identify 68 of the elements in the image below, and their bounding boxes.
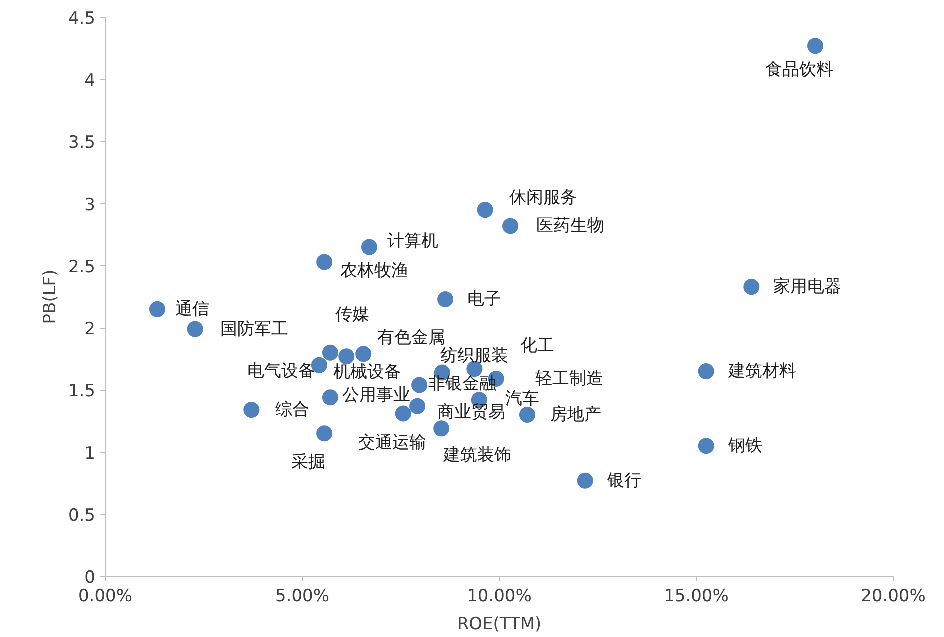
annotation: 机械设备 xyxy=(334,362,402,383)
annotation: 建筑装饰 xyxy=(442,446,512,466)
y-tick-label: 4.5 xyxy=(68,9,96,29)
x-tick-label: 20.00% xyxy=(861,586,926,606)
annotation: 商业贸易 xyxy=(438,402,506,422)
x-axis-title: ROE(TTM) xyxy=(457,614,542,634)
annotation: 休闲服务 xyxy=(509,188,578,208)
annotation: 轻工制造 xyxy=(535,368,604,389)
annotation: 非银金融 xyxy=(428,374,497,394)
x-tick-label: 10.00% xyxy=(467,586,532,606)
point xyxy=(577,472,594,489)
y-tick-label: 2 xyxy=(84,320,96,340)
point xyxy=(434,420,450,437)
point xyxy=(744,279,760,296)
point xyxy=(150,301,166,318)
point xyxy=(412,377,428,394)
x-tick-label: 5.00% xyxy=(276,586,330,606)
y-tick-label: 1.5 xyxy=(68,382,96,402)
annotation: 钢铁 xyxy=(727,436,762,456)
y-tick-label: 0 xyxy=(84,568,96,588)
annotation: 农林牧渔 xyxy=(340,261,409,282)
x-tick-label: 0.00% xyxy=(78,586,133,606)
point xyxy=(698,364,714,380)
annotation: 交通运输 xyxy=(358,432,426,453)
point xyxy=(322,390,338,406)
point xyxy=(395,406,412,422)
annotation: 传媒 xyxy=(335,304,370,325)
annotation: 有色金属 xyxy=(378,328,446,348)
point xyxy=(502,218,519,234)
annotation: 医药生物 xyxy=(536,216,605,236)
y-axis-title: PB(LF) xyxy=(40,270,60,324)
annotation: 综合 xyxy=(276,400,310,420)
y-tick-label: 0.5 xyxy=(68,506,96,526)
y-tick-label: 4 xyxy=(84,71,96,92)
point xyxy=(519,407,536,423)
annotation: 电子 xyxy=(468,289,502,310)
point xyxy=(361,239,378,256)
annotation: 纺织服装 xyxy=(440,346,508,366)
y-tick-label: 3.5 xyxy=(68,133,96,154)
point xyxy=(322,344,338,361)
annotation: 化工 xyxy=(520,336,555,356)
annotation: 通信 xyxy=(176,299,210,320)
annotation: 公用事业 xyxy=(342,386,410,406)
point xyxy=(807,38,824,54)
annotation: 汽车 xyxy=(505,389,540,410)
y-tick-label: 1 xyxy=(84,444,96,464)
annotation: 食品饮料 xyxy=(765,60,834,80)
point xyxy=(438,292,454,308)
annotation: 计算机 xyxy=(387,231,438,252)
point xyxy=(338,348,355,365)
point xyxy=(316,426,333,442)
annotation: 家用电器 xyxy=(774,277,842,298)
y-tick-label: 3 xyxy=(84,195,96,216)
annotation: 电气设备 xyxy=(247,361,316,382)
point xyxy=(187,321,204,338)
annotation: 国防军工 xyxy=(220,319,288,340)
y-tick-label: 2.5 xyxy=(68,257,96,278)
x-tick-label: 15.00% xyxy=(664,586,729,606)
point xyxy=(316,254,333,270)
annotation: 采掘 xyxy=(292,452,326,473)
annotation: 银行 xyxy=(606,470,642,491)
point xyxy=(477,202,494,218)
point xyxy=(244,402,260,418)
point xyxy=(356,346,372,362)
annotation: 建筑材料 xyxy=(727,362,796,382)
annotation: 房地产 xyxy=(550,405,602,426)
point xyxy=(410,398,426,414)
point xyxy=(698,438,714,454)
